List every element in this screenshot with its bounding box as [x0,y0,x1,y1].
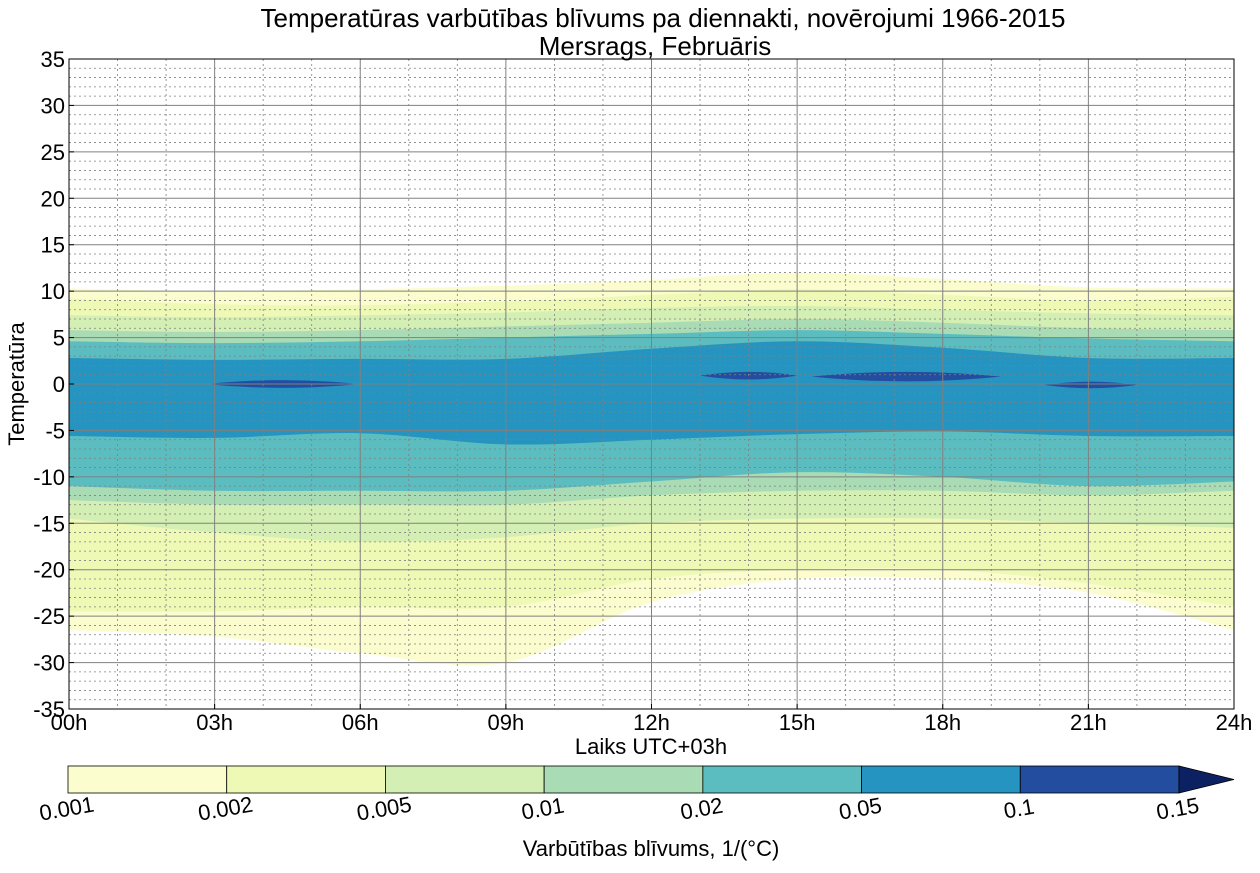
y-tick-label: -5 [45,418,65,443]
y-tick-label: 30 [41,93,65,118]
colorbar-segment [67,765,228,794]
y-tick-label: -25 [33,604,65,629]
y-tick-label: -20 [33,558,65,583]
colorbar-segment [543,765,704,794]
colorbar-tick-labels: 0.001 0.002 0.005 0.01 0.02 0.05 0.1 0.15 [37,792,1201,826]
x-axis-ticks: 00h 03h 06h 09h 12h 15h 18h 21h 24h [51,704,1253,735]
colorbar-segment [1019,765,1180,794]
x-axis-label: Laiks UTC+03h [575,734,727,759]
y-tick-label: -30 [33,651,65,676]
y-axis-ticks: 35 30 25 20 15 10 5 0 -5 -10 -15 -20 -25 -30 -35 [33,47,74,722]
colorbar-segment [385,765,545,794]
x-tick-label: 15h [779,710,816,735]
y-tick-label: 5 [53,326,65,351]
grid-lines [69,59,1234,709]
colorbar [67,765,1235,794]
colorbar-tick-label: 0.02 [678,793,725,825]
y-tick-label: 35 [41,47,65,72]
y-tick-label: -15 [33,511,65,536]
x-tick-label: 06h [342,710,379,735]
x-tick-label: 00h [51,710,88,735]
colorbar-tick-label: 0.002 [196,792,255,826]
density-peak [1044,381,1137,389]
x-tick-label: 09h [488,710,525,735]
colorbar-tick-label: 0.001 [37,792,96,826]
chart-title: Temperatūras varbūtības blīvums pa dienn… [260,3,1065,33]
colorbar-extend-arrow [1178,765,1235,794]
y-tick-label: -35 [33,697,65,722]
y-tick-label: 0 [53,372,65,397]
x-tick-label: 24h [1216,710,1253,735]
colorbar-tick-label: 0.005 [355,792,414,826]
y-tick-label: 10 [41,279,65,304]
colorbar-tick-label: 0.1 [1002,794,1036,824]
y-axis-label: Temperatūra [4,321,29,445]
density-peak [811,371,1001,382]
y-tick-label: 25 [41,140,65,165]
colorbar-tick-label: 0.01 [520,793,567,825]
chart-subtitle: Mersrags, Februāris [539,31,772,61]
x-tick-label: 18h [924,710,961,735]
colorbar-tick-label: 0.15 [1154,793,1201,825]
x-tick-label: 21h [1070,710,1107,735]
y-tick-label: 15 [41,233,65,258]
colorbar-segment [226,765,386,794]
colorbar-segment [702,765,862,794]
colorbar-label: Varbūtības blīvums, 1/(°C) [523,836,780,861]
y-tick-label: -10 [33,465,65,490]
colorbar-segment [861,765,1021,794]
x-tick-label: 12h [633,710,670,735]
y-tick-label: 20 [41,186,65,211]
x-tick-label: 03h [196,710,233,735]
colorbar-tick-label: 0.05 [837,793,884,825]
